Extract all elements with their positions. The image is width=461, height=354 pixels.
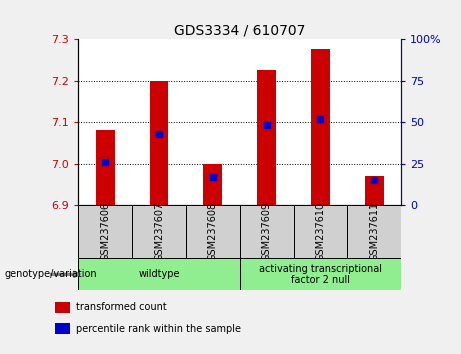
Bar	[78, 205, 132, 258]
Bar	[294, 205, 347, 258]
Text: transformed count: transformed count	[77, 302, 167, 313]
Text: activating transcriptional
factor 2 null: activating transcriptional factor 2 null	[259, 263, 382, 285]
Text: genotype/variation: genotype/variation	[5, 269, 97, 279]
Text: GSM237610: GSM237610	[315, 202, 325, 262]
Bar	[240, 258, 401, 290]
Bar	[311, 49, 330, 205]
Bar	[240, 205, 294, 258]
Bar	[365, 176, 384, 205]
Bar	[96, 131, 115, 205]
Bar	[203, 164, 222, 205]
Bar	[257, 70, 276, 205]
Bar	[78, 258, 240, 290]
Text: percentile rank within the sample: percentile rank within the sample	[77, 324, 241, 333]
Bar	[186, 205, 240, 258]
Bar	[347, 205, 401, 258]
Bar	[55, 323, 70, 334]
Text: GSM237611: GSM237611	[369, 202, 379, 262]
Text: wildtype: wildtype	[138, 269, 180, 279]
Text: GSM237606: GSM237606	[100, 202, 110, 262]
Title: GDS3334 / 610707: GDS3334 / 610707	[174, 24, 305, 38]
Bar	[132, 205, 186, 258]
Bar	[150, 81, 168, 205]
Text: GSM237608: GSM237608	[208, 202, 218, 262]
Text: GSM237607: GSM237607	[154, 202, 164, 262]
Bar	[55, 302, 70, 313]
Text: GSM237609: GSM237609	[261, 202, 272, 262]
